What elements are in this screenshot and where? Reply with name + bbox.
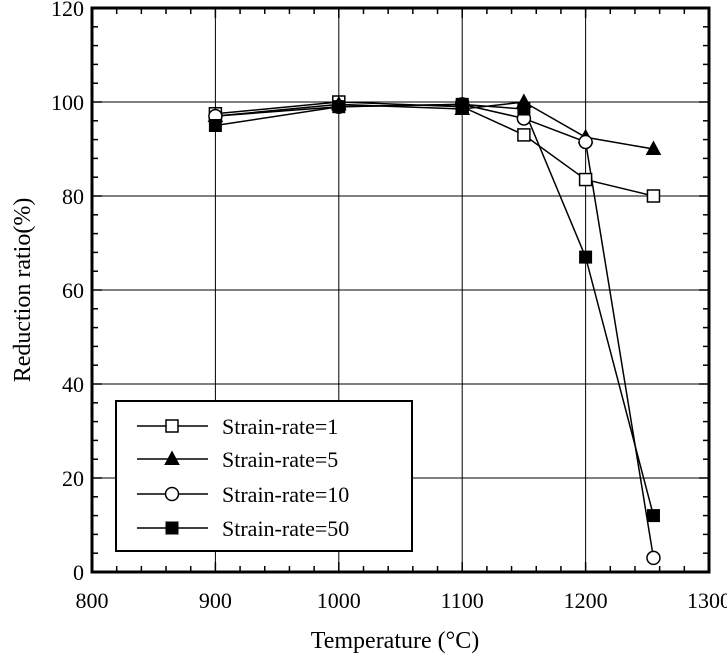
- legend-marker: [164, 450, 180, 465]
- y-tick-label: 80: [62, 184, 84, 209]
- axis-ticks: 800 900 1000 1100 1200 1300 0 20 40 60 80 100 120: [51, 0, 727, 613]
- x-tick-label: 800: [76, 588, 109, 613]
- x-tick-label: 900: [199, 588, 232, 613]
- data-point: [208, 119, 222, 132]
- legend-marker: [165, 419, 179, 433]
- y-tick-label: 0: [73, 560, 84, 585]
- data-point: [332, 100, 346, 114]
- data-point: [645, 140, 662, 155]
- series-line: [215, 101, 654, 150]
- data-point: [517, 128, 531, 142]
- series-line: [215, 103, 655, 516]
- data-point: [646, 509, 660, 523]
- x-tick-label: 1000: [317, 588, 361, 613]
- legend: Strain-rate=1 Strain-rate=5 Strain-rate=10…: [115, 400, 413, 552]
- data-point: [579, 250, 593, 264]
- x-axis-title: Temperature (°C): [311, 628, 480, 654]
- y-tick-label: 40: [62, 372, 84, 397]
- series-line: [215, 103, 655, 559]
- y-tick-label: 60: [62, 278, 84, 303]
- data-point: [646, 550, 661, 566]
- data-point: [646, 189, 661, 203]
- y-tick-label: 20: [62, 466, 84, 491]
- y-tick-label: 120: [51, 0, 84, 21]
- data-point: [455, 97, 469, 111]
- x-tick-label: 1200: [564, 588, 608, 613]
- x-tick-label: 1100: [441, 588, 484, 613]
- y-tick-label: 100: [51, 90, 84, 115]
- y-axis-title: Reduction ratio(%): [10, 198, 36, 383]
- legend-marker: [164, 486, 180, 502]
- series: [207, 93, 662, 566]
- legend-label: Strain-rate=50: [222, 516, 349, 541]
- legend-label: Strain-rate=1: [222, 414, 338, 439]
- series-line: [215, 101, 654, 197]
- legend-label: Strain-rate=5: [222, 447, 338, 472]
- legend-label: Strain-rate=10: [222, 482, 349, 507]
- data-point: [578, 134, 593, 150]
- x-tick-label: 1300: [687, 588, 727, 613]
- data-point: [578, 172, 593, 187]
- data-point: [517, 102, 531, 116]
- legend-marker: [165, 521, 179, 535]
